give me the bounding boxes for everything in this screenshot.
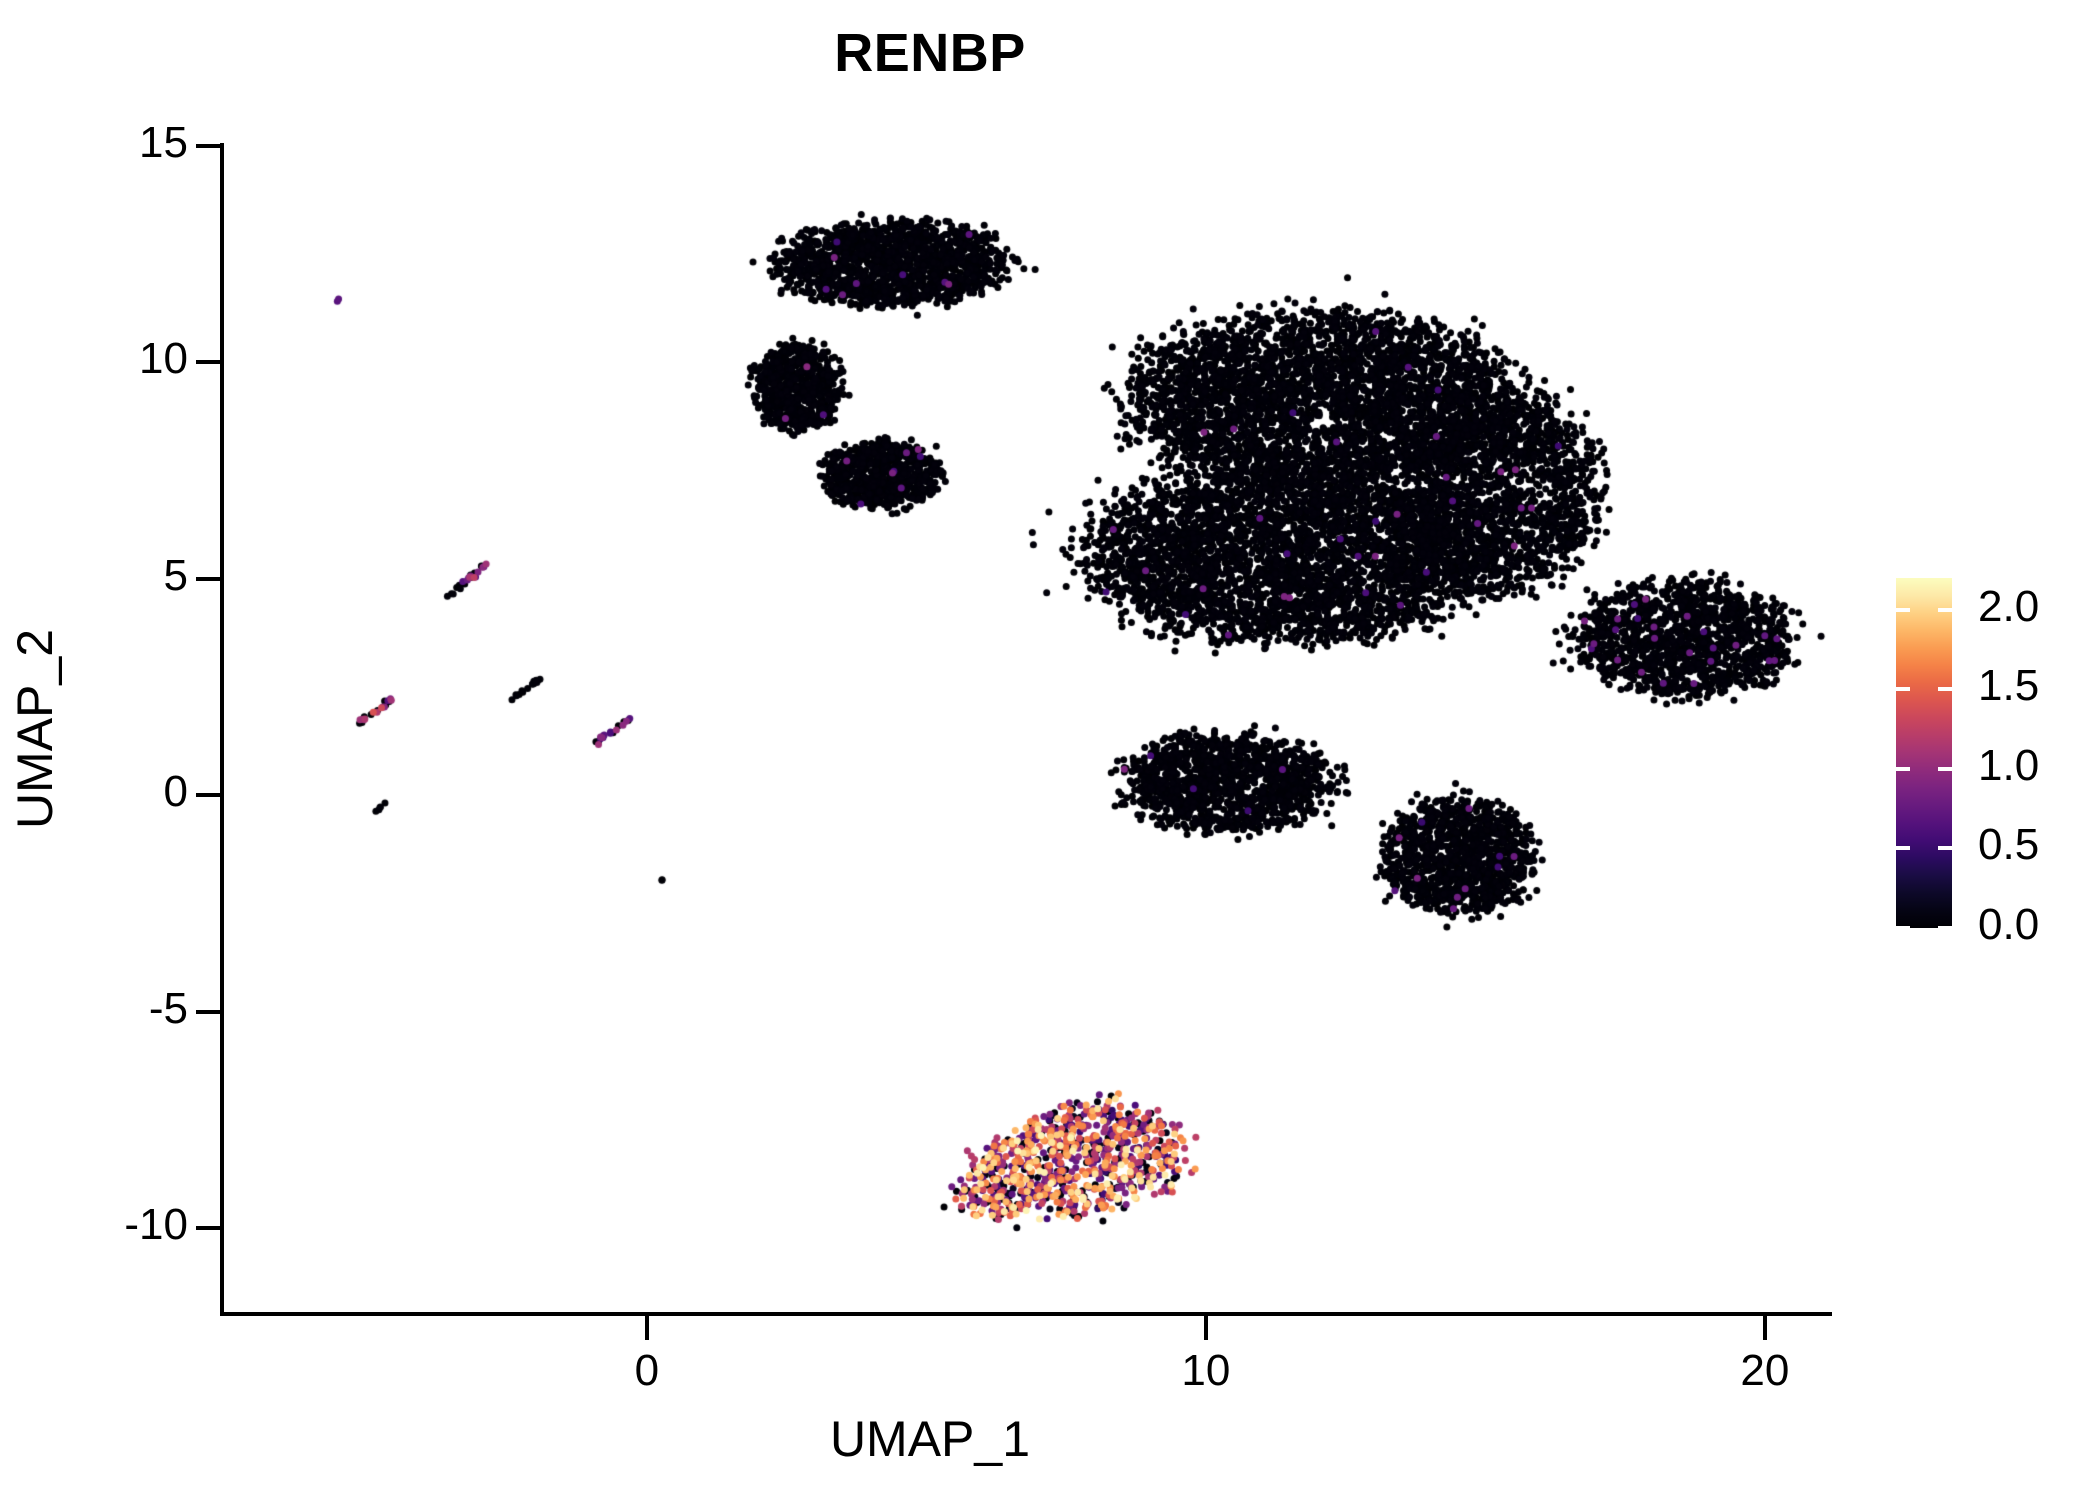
- y-tick-label: 5: [163, 550, 188, 600]
- x-axis-line: [220, 1312, 1832, 1316]
- y-tick-mark: [196, 576, 220, 581]
- legend-tick-label: 0.0: [1978, 900, 2040, 949]
- legend-tick-mark: [1938, 687, 1952, 692]
- legend-tick-mark: [1896, 607, 1910, 612]
- legend-colorbar: [1896, 578, 1952, 928]
- legend-tick-mark: [1896, 846, 1910, 851]
- x-tick-label: 10: [1181, 1346, 1231, 1395]
- legend-tick-label: 1.0: [1978, 740, 2040, 790]
- legend-tick-mark: [1896, 926, 1910, 930]
- legend-tick-mark: [1896, 687, 1910, 692]
- x-tick-mark: [1762, 1316, 1767, 1340]
- scatter-plot-canvas: [222, 120, 1832, 1315]
- legend-tick-mark: [1938, 766, 1952, 771]
- legend-tick-mark: [1938, 607, 1952, 612]
- legend-tick-label: 1.5: [1978, 661, 2040, 711]
- x-tick-label: 0: [634, 1346, 660, 1395]
- y-tick-label: 0: [163, 767, 188, 817]
- x-tick-label: 20: [1740, 1346, 1790, 1395]
- y-axis-title: UMAP_2: [7, 628, 63, 830]
- y-tick-label: -10: [124, 1200, 188, 1250]
- y-tick-label: -5: [148, 983, 188, 1033]
- legend-tick-mark: [1938, 926, 1952, 930]
- legend-tick-label: 2.0: [1978, 581, 2040, 631]
- legend-tick-label: 0.5: [1978, 820, 2040, 870]
- y-tick-label: 15: [139, 117, 188, 167]
- y-tick-mark: [196, 1009, 220, 1014]
- y-axis-line: [220, 143, 224, 1315]
- y-tick-mark: [196, 1226, 220, 1231]
- y-tick-mark: [196, 793, 220, 798]
- legend-tick-mark: [1896, 766, 1910, 771]
- color-legend: 2.0 1.5 1.0 0.5 0.0: [1896, 578, 2086, 949]
- page-title: RENBP: [834, 23, 1026, 83]
- x-tick-mark: [1203, 1316, 1208, 1340]
- x-axis-title: UMAP_1: [829, 1411, 1031, 1467]
- legend-tick-mark: [1938, 846, 1952, 851]
- y-tick-mark: [196, 360, 220, 365]
- y-tick-label: 10: [139, 334, 188, 384]
- y-tick-mark: [196, 143, 220, 148]
- x-tick-mark: [644, 1316, 649, 1340]
